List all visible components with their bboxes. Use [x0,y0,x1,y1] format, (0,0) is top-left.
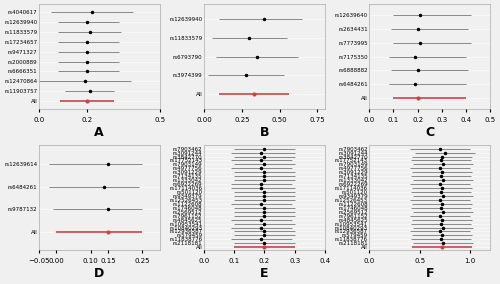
X-axis label: E: E [260,267,268,280]
X-axis label: C: C [425,126,434,139]
X-axis label: A: A [94,126,104,139]
X-axis label: D: D [94,267,104,280]
X-axis label: F: F [426,267,434,280]
X-axis label: B: B [260,126,269,139]
